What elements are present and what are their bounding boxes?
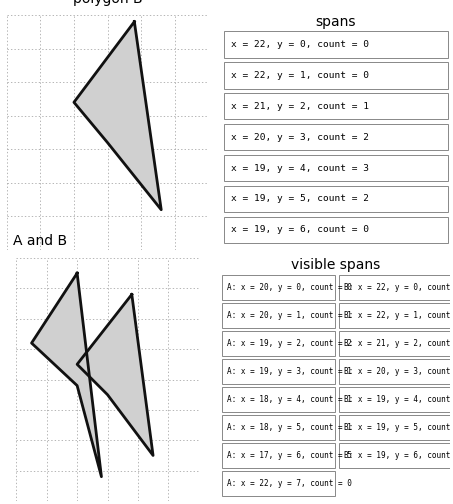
Bar bbox=[339, 387, 450, 412]
Text: B: x = 21, y = 2, count = 1: B: x = 21, y = 2, count = 1 bbox=[344, 339, 453, 348]
Bar bbox=[222, 303, 335, 328]
Text: spans: spans bbox=[316, 15, 356, 29]
Bar bbox=[222, 359, 335, 384]
Text: A: x = 17, y = 6, count = 5: A: x = 17, y = 6, count = 5 bbox=[226, 451, 352, 460]
Bar bbox=[224, 62, 448, 89]
Bar bbox=[339, 275, 450, 300]
Bar bbox=[224, 124, 448, 150]
Bar bbox=[222, 331, 335, 356]
Text: x = 20, y = 3, count = 2: x = 20, y = 3, count = 2 bbox=[231, 133, 369, 142]
Text: B: x = 22, y = 0, count =: B: x = 22, y = 0, count = bbox=[344, 283, 453, 292]
Bar bbox=[224, 31, 448, 57]
Bar bbox=[222, 415, 335, 439]
Text: B: x = 22, y = 1, count =: B: x = 22, y = 1, count = bbox=[344, 311, 453, 320]
Bar bbox=[339, 359, 450, 384]
Bar bbox=[222, 443, 335, 468]
Text: A: x = 19, y = 3, count = 1: A: x = 19, y = 3, count = 1 bbox=[226, 367, 352, 376]
Text: polygon B: polygon B bbox=[72, 0, 142, 6]
Text: x = 19, y = 6, count = 0: x = 19, y = 6, count = 0 bbox=[231, 225, 369, 234]
Text: A: x = 19, y = 2, count = 2: A: x = 19, y = 2, count = 2 bbox=[226, 339, 352, 348]
Bar bbox=[339, 303, 450, 328]
Text: visible spans: visible spans bbox=[291, 258, 381, 272]
Bar bbox=[224, 217, 448, 243]
Bar bbox=[222, 387, 335, 412]
Polygon shape bbox=[74, 22, 161, 210]
Text: B: x = 19, y = 4, count = 3: B: x = 19, y = 4, count = 3 bbox=[344, 395, 453, 404]
Text: A and B: A and B bbox=[13, 234, 67, 248]
Bar bbox=[222, 275, 335, 300]
Text: B: x = 19, y = 5, count = 2: B: x = 19, y = 5, count = 2 bbox=[344, 423, 453, 432]
Text: x = 19, y = 5, count = 2: x = 19, y = 5, count = 2 bbox=[231, 195, 369, 204]
Bar bbox=[222, 471, 335, 495]
Bar bbox=[339, 331, 450, 356]
Bar bbox=[224, 186, 448, 212]
Bar bbox=[224, 155, 448, 181]
Text: A: x = 20, y = 1, count = 1: A: x = 20, y = 1, count = 1 bbox=[226, 311, 352, 320]
Text: A: x = 22, y = 7, count = 0: A: x = 22, y = 7, count = 0 bbox=[226, 479, 352, 487]
Text: x = 21, y = 2, count = 1: x = 21, y = 2, count = 1 bbox=[231, 102, 369, 111]
Bar bbox=[339, 415, 450, 439]
Text: x = 22, y = 0, count = 0: x = 22, y = 0, count = 0 bbox=[231, 40, 369, 49]
Bar bbox=[339, 443, 450, 468]
Text: x = 19, y = 4, count = 3: x = 19, y = 4, count = 3 bbox=[231, 164, 369, 172]
Text: A: x = 20, y = 0, count = 0: A: x = 20, y = 0, count = 0 bbox=[226, 283, 352, 292]
Text: A: x = 18, y = 4, count = 1: A: x = 18, y = 4, count = 1 bbox=[226, 395, 352, 404]
Text: x = 22, y = 1, count = 0: x = 22, y = 1, count = 0 bbox=[231, 71, 369, 80]
Bar bbox=[224, 93, 448, 119]
Text: A: x = 18, y = 5, count = 1: A: x = 18, y = 5, count = 1 bbox=[226, 423, 352, 432]
Polygon shape bbox=[32, 273, 101, 477]
Polygon shape bbox=[77, 294, 153, 456]
Text: B: x = 19, y = 6, count = 0: B: x = 19, y = 6, count = 0 bbox=[344, 451, 453, 460]
Text: B: x = 20, y = 3, count = 2: B: x = 20, y = 3, count = 2 bbox=[344, 367, 453, 376]
